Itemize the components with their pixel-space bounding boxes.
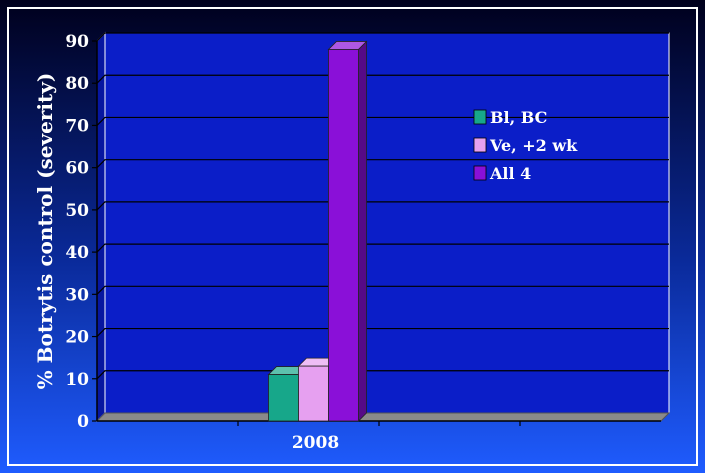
gridline bbox=[96, 32, 669, 42]
legend-swatch bbox=[473, 165, 487, 181]
bar-front bbox=[298, 365, 329, 422]
y-tick-label: 20 bbox=[65, 328, 89, 348]
bar-side bbox=[358, 40, 367, 422]
plot-floor bbox=[95, 412, 671, 422]
y-tick-label: 70 bbox=[65, 116, 89, 136]
legend-swatch bbox=[473, 109, 487, 125]
y-tick-label: 10 bbox=[65, 370, 89, 390]
legend-item: All 4 bbox=[473, 164, 531, 183]
y-tick-label: 40 bbox=[65, 243, 89, 263]
gridline bbox=[96, 159, 669, 169]
y-axis-title: % Botrytis control (severity) bbox=[33, 73, 57, 390]
bar-front bbox=[268, 374, 299, 422]
y-tick-label: 0 bbox=[77, 412, 89, 432]
y-tick-label: 80 bbox=[65, 74, 89, 94]
legend-label: Ve, +2 wk bbox=[489, 136, 578, 155]
gridline bbox=[96, 285, 669, 295]
y-tick-label: 60 bbox=[65, 159, 89, 179]
gridline bbox=[96, 327, 669, 337]
gridline bbox=[96, 243, 669, 253]
bar-front bbox=[328, 49, 359, 422]
x-tick-label: 2008 bbox=[292, 433, 339, 453]
gridline bbox=[96, 74, 669, 84]
y-tick-label: 90 bbox=[65, 32, 89, 52]
gridline bbox=[96, 201, 669, 211]
x-tick-labels: 2008 bbox=[292, 433, 339, 453]
plot-side-wall bbox=[96, 31, 106, 423]
plot-area bbox=[95, 31, 671, 423]
y-tick-label: 30 bbox=[65, 285, 89, 305]
bars bbox=[267, 40, 368, 422]
legend-item: Ve, +2 wk bbox=[473, 136, 578, 155]
plot-back-wall bbox=[104, 32, 670, 414]
legend-label: Bl, BC bbox=[490, 108, 547, 127]
legend: Bl, BC Ve, +2 wk All 4 bbox=[473, 108, 578, 183]
y-tick-labels: 0 10 20 30 40 50 60 70 80 90 bbox=[65, 32, 521, 432]
legend-label: All 4 bbox=[489, 164, 531, 183]
chart-frame bbox=[7, 7, 698, 466]
legend-item: Bl, BC bbox=[473, 108, 547, 127]
legend-swatch bbox=[473, 137, 487, 153]
bar-all-4 bbox=[327, 40, 368, 422]
gridline bbox=[96, 370, 669, 380]
y-tick-label: 50 bbox=[65, 201, 89, 221]
